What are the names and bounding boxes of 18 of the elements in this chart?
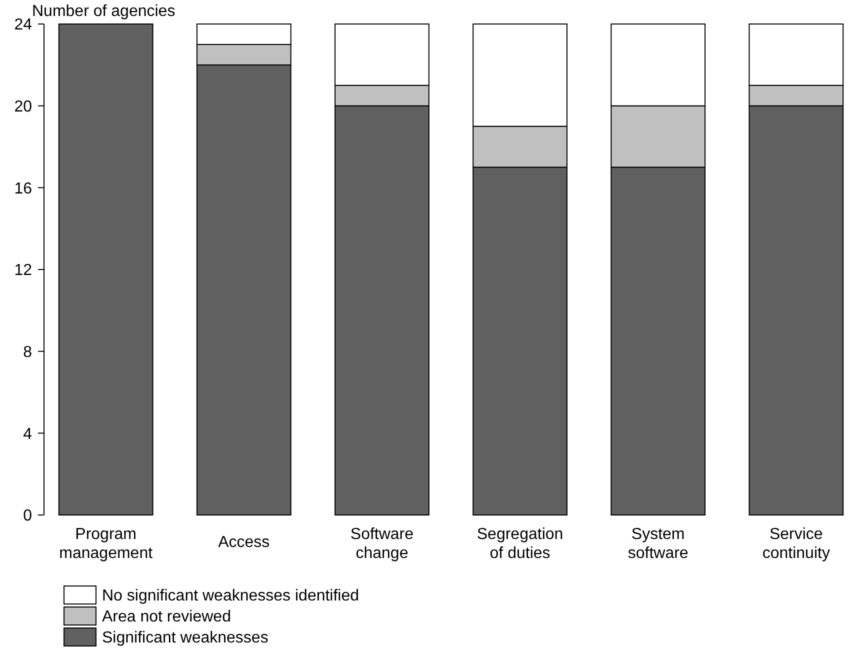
x-tick-label: Access (218, 534, 270, 551)
y-tick-label: 16 (14, 180, 32, 198)
y-tick-label: 20 (14, 98, 32, 116)
legend-label: Significant weaknesses (102, 630, 268, 647)
x-tick-label: Software change (350, 526, 414, 562)
x-tick-label: Segregation of duties (476, 526, 564, 562)
y-tick-label: 8 (23, 344, 32, 361)
x-tick-label: System software (628, 526, 688, 562)
y-tick-label: 24 (14, 16, 32, 34)
legend-label: Area not reviewed (102, 608, 231, 626)
x-tick-label: Service continuity (762, 526, 830, 562)
x-tick-label: Program management (59, 526, 154, 562)
y-tick-label: 0 (23, 508, 32, 525)
legend-label: No significant weaknesses identified (102, 588, 360, 605)
bar (58, 24, 154, 516)
y-axis-title: Number of agencies (32, 3, 176, 20)
y-tick-label: 12 (14, 262, 32, 280)
y-tick-label: 4 (23, 426, 32, 443)
